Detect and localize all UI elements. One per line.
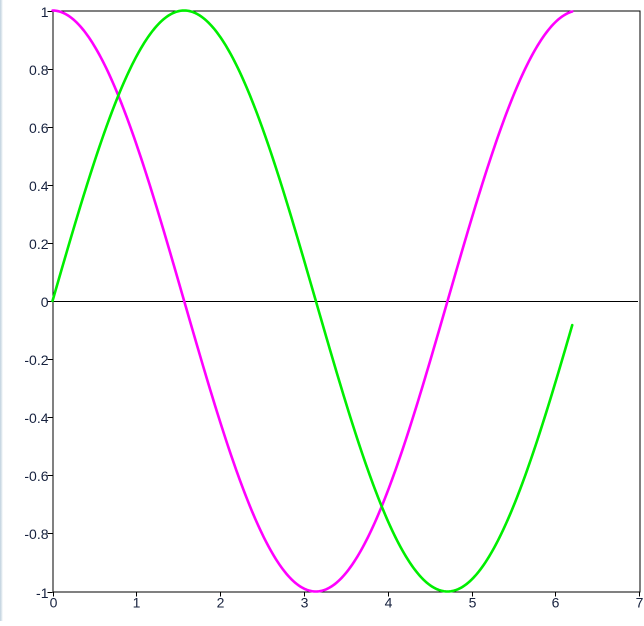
svg-text:-0.6: -0.6 bbox=[24, 468, 48, 484]
svg-text:5: 5 bbox=[469, 595, 477, 611]
svg-text:1: 1 bbox=[133, 595, 141, 611]
svg-text:-0.8: -0.8 bbox=[24, 526, 48, 542]
svg-text:6: 6 bbox=[552, 595, 560, 611]
svg-text:3: 3 bbox=[301, 595, 309, 611]
svg-text:0.2: 0.2 bbox=[29, 236, 49, 252]
svg-text:0: 0 bbox=[41, 294, 49, 310]
svg-text:0: 0 bbox=[50, 595, 58, 611]
svg-text:4: 4 bbox=[385, 595, 393, 611]
svg-text:0.6: 0.6 bbox=[29, 120, 49, 136]
svg-text:-0.4: -0.4 bbox=[24, 410, 48, 426]
svg-text:1: 1 bbox=[41, 4, 49, 20]
svg-text:7: 7 bbox=[636, 595, 644, 611]
svg-text:-1: -1 bbox=[36, 585, 49, 601]
svg-text:0.8: 0.8 bbox=[29, 62, 49, 78]
svg-text:2: 2 bbox=[217, 595, 225, 611]
svg-text:0.4: 0.4 bbox=[29, 178, 49, 194]
svg-text:-0.2: -0.2 bbox=[24, 352, 48, 368]
